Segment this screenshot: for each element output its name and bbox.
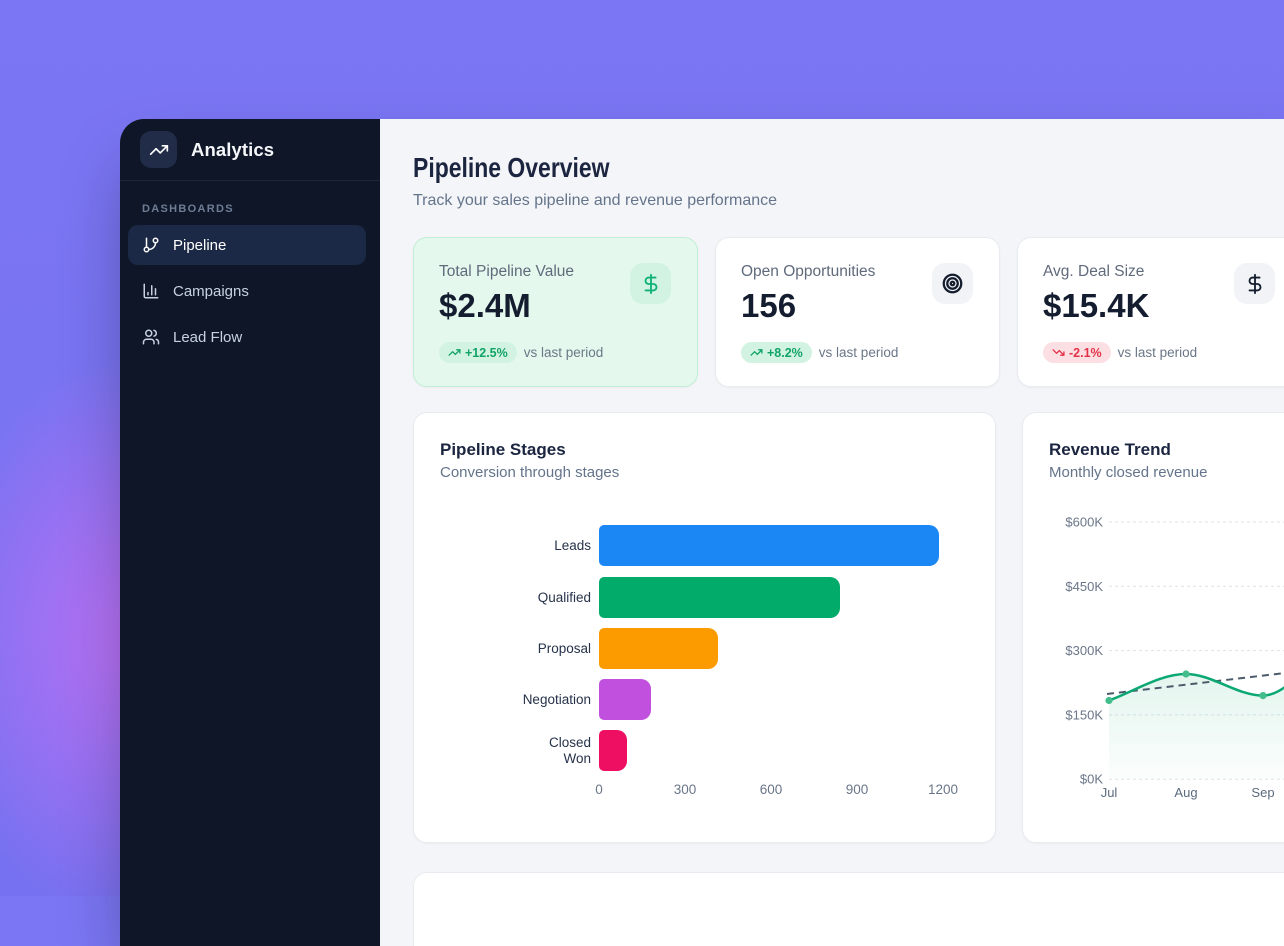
svg-text:Sep: Sep (1251, 785, 1274, 800)
svg-text:$600K: $600K (1065, 515, 1103, 530)
svg-text:$300K: $300K (1065, 643, 1103, 658)
svg-text:$150K: $150K (1065, 707, 1103, 722)
svg-text:Jul: Jul (1101, 785, 1118, 800)
svg-text:$450K: $450K (1065, 579, 1103, 594)
svg-text:Aug: Aug (1174, 785, 1197, 800)
svg-text:$0K: $0K (1080, 772, 1103, 787)
